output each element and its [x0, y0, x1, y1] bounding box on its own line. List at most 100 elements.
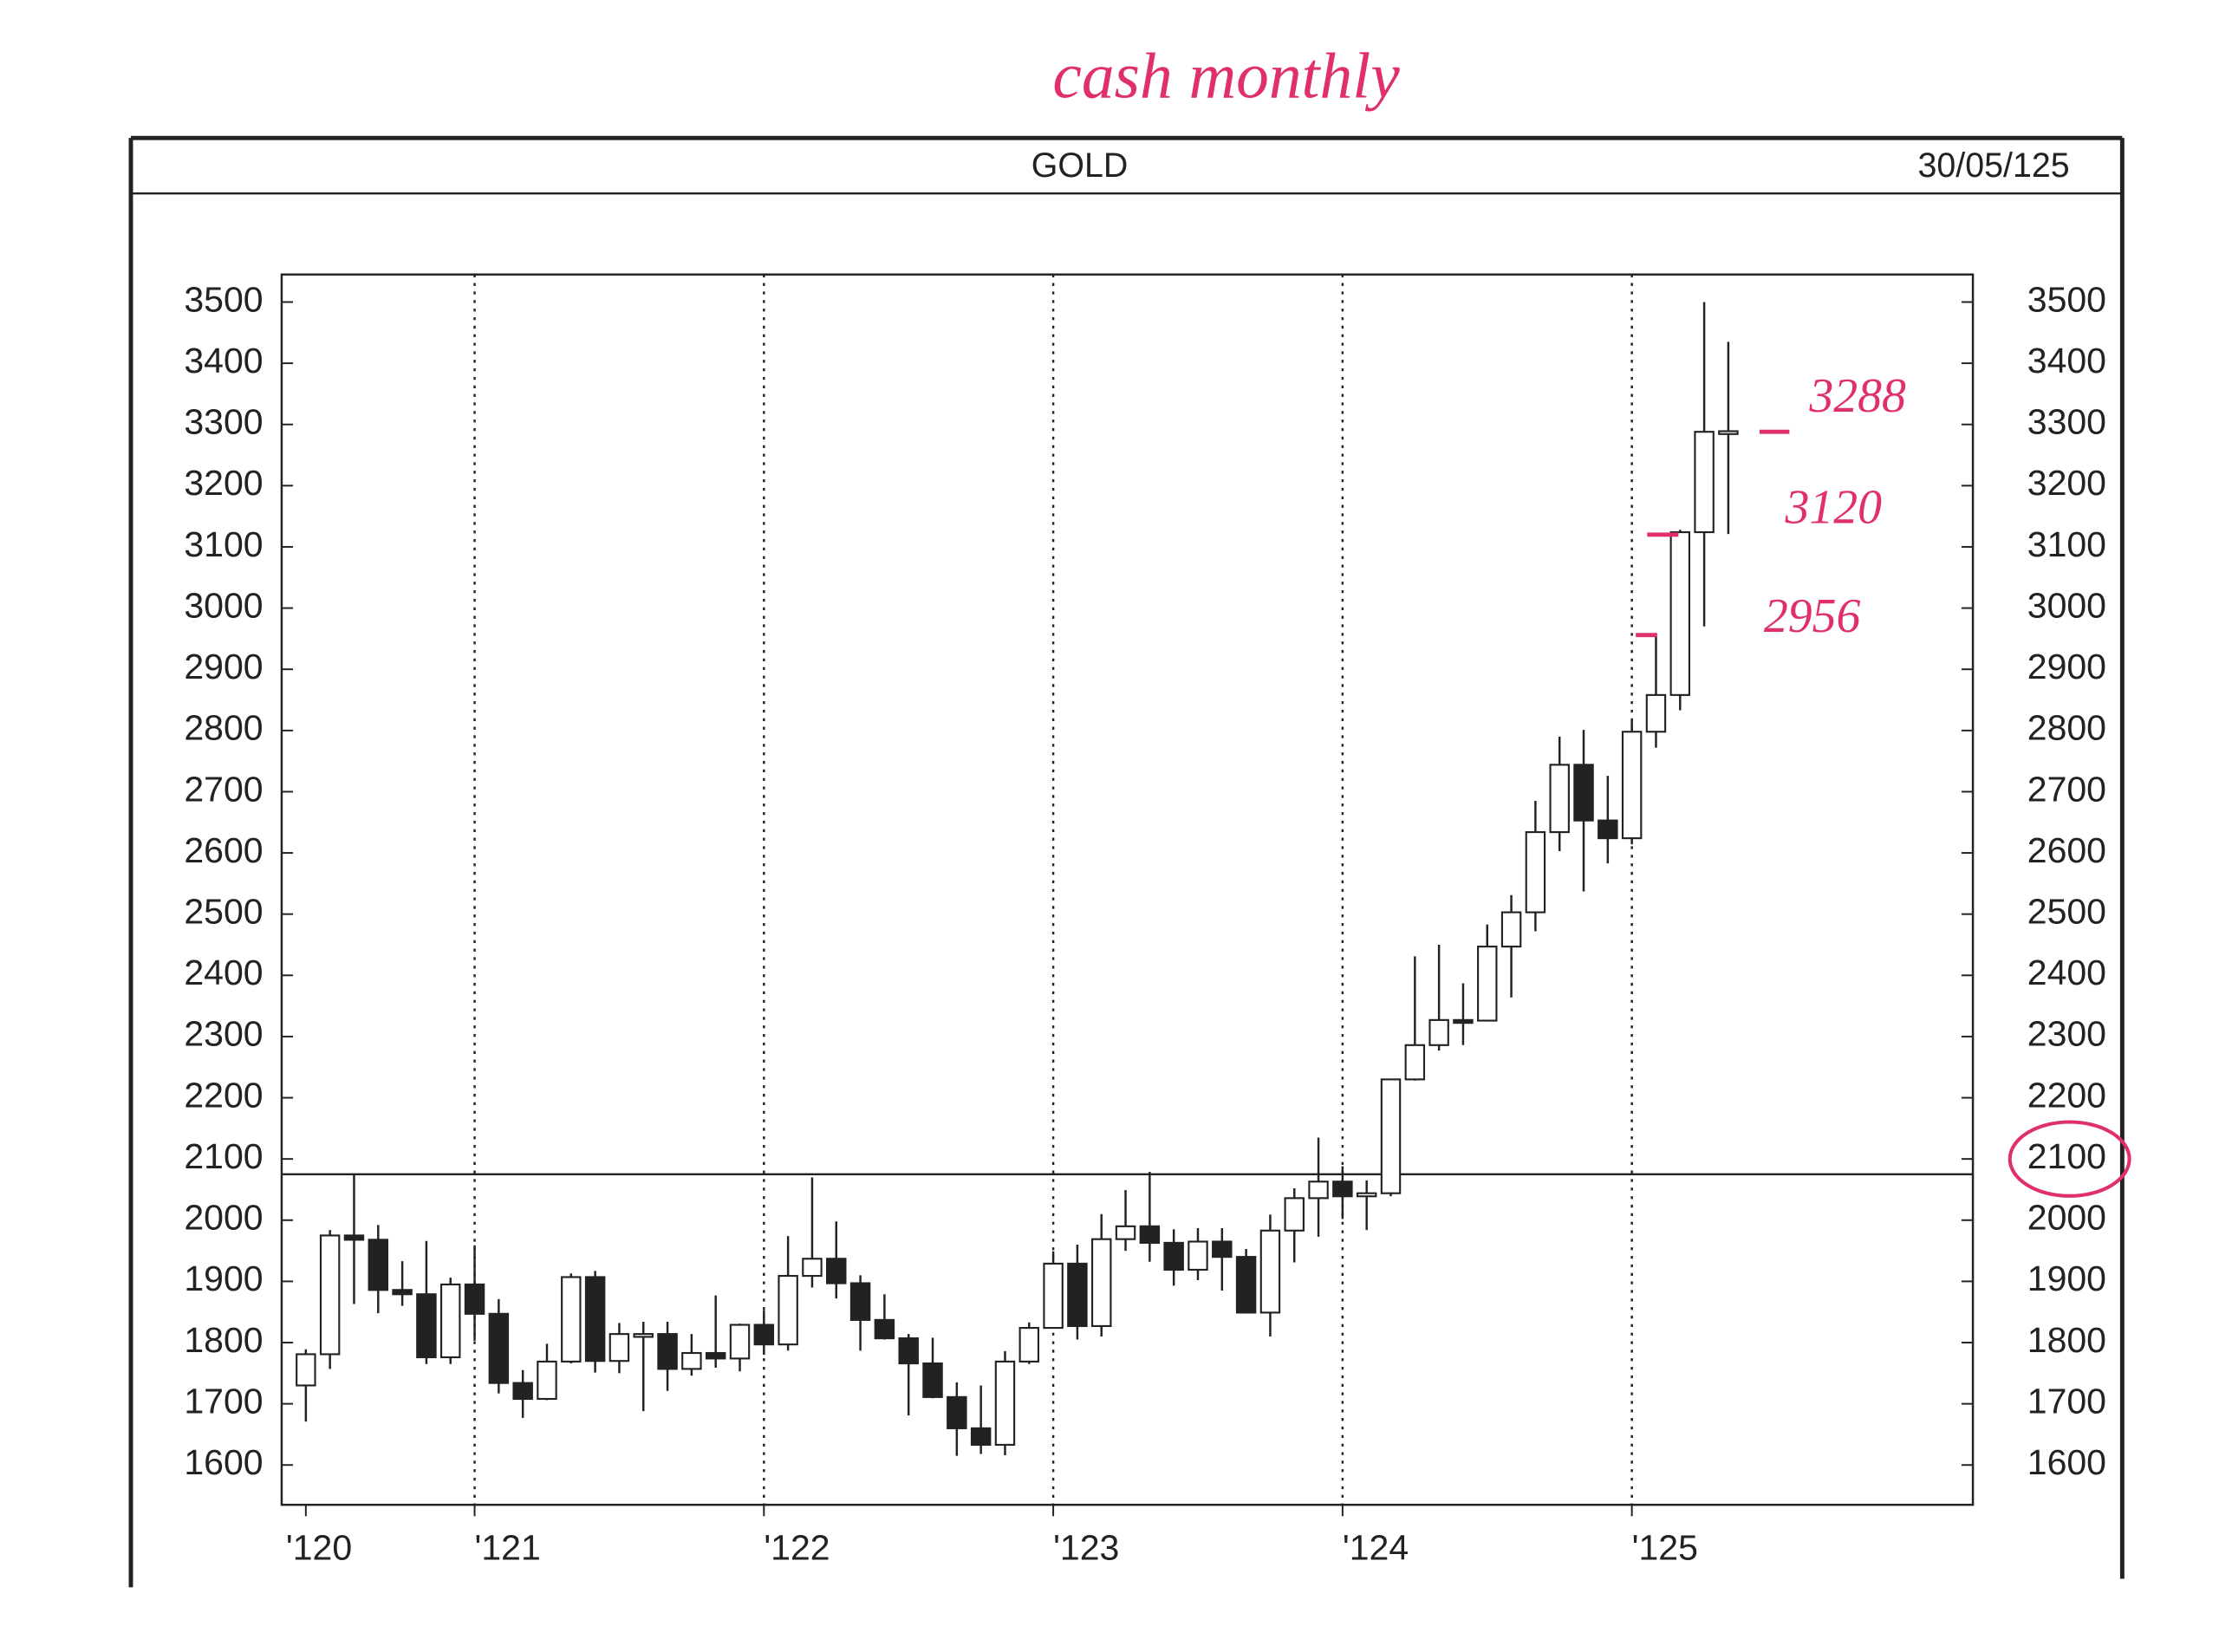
candle-body: [392, 1289, 413, 1296]
candle-body: [1332, 1180, 1353, 1198]
candle-body: [561, 1276, 582, 1363]
y2-tick-label: 1600: [2027, 1442, 2106, 1482]
y2-tick-label: 2000: [2027, 1198, 2106, 1238]
candle-body: [1669, 530, 1691, 696]
candle-body: [1404, 1044, 1426, 1081]
chart-date: 30/05/125: [1917, 146, 2069, 185]
y-tick-label: 2700: [184, 769, 263, 809]
candle-body: [1308, 1180, 1329, 1200]
candle-body: [947, 1395, 967, 1429]
y-tick-label: 2900: [184, 647, 263, 686]
y2-tick-label: 2200: [2027, 1075, 2106, 1115]
candle-body: [1453, 1018, 1474, 1024]
candle-body: [584, 1276, 606, 1363]
handwritten-title: cash monthly: [1052, 41, 1400, 113]
candle-body: [1718, 430, 1739, 435]
y-tick-label: 3300: [184, 402, 263, 442]
candle-body: [1139, 1225, 1161, 1244]
x-tick-label: '121: [475, 1527, 541, 1567]
candle-body: [1694, 431, 1715, 534]
chart-title: GOLD: [1031, 146, 1129, 185]
candle-body: [1090, 1238, 1112, 1328]
candle-body: [368, 1239, 389, 1291]
y-tick-label: 3100: [184, 524, 263, 564]
price-annotation: 3120: [1784, 480, 1882, 534]
candle-body: [512, 1382, 533, 1401]
y-tick-label: 2500: [184, 892, 263, 932]
candle-body: [1356, 1192, 1377, 1198]
candle-body: [994, 1360, 1016, 1447]
candle-body: [1428, 1018, 1449, 1046]
candle-body: [874, 1318, 895, 1340]
candle-body: [1549, 764, 1570, 834]
y2-tick-label: 2800: [2027, 708, 2106, 748]
candle-body: [633, 1333, 654, 1338]
x-tick-label: '125: [1632, 1527, 1698, 1567]
y-tick-label: 2600: [184, 830, 263, 870]
y2-tick-label: 2300: [2027, 1014, 2106, 1054]
y-tick-label: 3500: [184, 279, 263, 319]
candle-body: [898, 1337, 919, 1365]
candle-body: [802, 1258, 823, 1278]
candle-body: [826, 1258, 847, 1285]
y-tick-label: 1900: [184, 1259, 263, 1298]
candle-body: [1188, 1240, 1208, 1272]
candle-body: [681, 1351, 702, 1370]
candle-body: [1212, 1240, 1233, 1259]
y2-tick-label: 3400: [2027, 341, 2106, 380]
candle-body: [1621, 731, 1643, 840]
candle-body: [296, 1353, 316, 1387]
candle-body: [1259, 1229, 1281, 1314]
y-tick-label: 2800: [184, 708, 263, 748]
candle-body: [1284, 1197, 1305, 1232]
y2-tick-label: 3500: [2027, 279, 2106, 319]
y-tick-label: 3200: [184, 463, 263, 503]
y2-tick-label: 3200: [2027, 463, 2106, 503]
candle-body: [343, 1234, 365, 1241]
candle-body: [1645, 693, 1667, 733]
candle-body: [440, 1283, 461, 1359]
price-annotation: 3288: [1808, 369, 1906, 423]
y2-tick-label: 3300: [2027, 402, 2106, 442]
candle-body: [922, 1362, 943, 1398]
y2-tick-label: 1700: [2027, 1381, 2106, 1421]
candle-body: [1115, 1225, 1136, 1240]
y2-tick-label: 2400: [2027, 953, 2106, 992]
candle-body: [778, 1274, 798, 1346]
candle-body: [1500, 911, 1522, 948]
candle-body: [657, 1333, 678, 1370]
y-tick-label: 2200: [184, 1075, 263, 1115]
candle-body: [753, 1324, 775, 1346]
y-tick-label: 2400: [184, 953, 263, 992]
x-tick-label: '120: [286, 1527, 352, 1567]
y-tick-label: 3400: [184, 341, 263, 380]
candle-body: [705, 1351, 726, 1360]
candle-body: [1380, 1078, 1402, 1194]
y-tick-label: 3000: [184, 585, 263, 625]
candle-body: [1598, 819, 1618, 840]
candle-body: [608, 1333, 630, 1363]
x-tick-label: '124: [1343, 1527, 1409, 1567]
tick-highlight: [2008, 1120, 2131, 1198]
y2-tick-label: 2100: [2027, 1136, 2106, 1176]
y-tick-label: 2000: [184, 1198, 263, 1238]
y-tick-label: 2300: [184, 1014, 263, 1054]
candle-body: [1477, 946, 1498, 1022]
y-tick-label: 2100: [184, 1136, 263, 1176]
candle-body: [1163, 1241, 1184, 1272]
candle-body: [319, 1234, 341, 1356]
y2-tick-label: 1900: [2027, 1259, 2106, 1298]
candle-body: [970, 1427, 992, 1447]
y-tick-label: 1800: [184, 1320, 263, 1360]
x-tick-label: '123: [1053, 1527, 1119, 1567]
candle-body: [488, 1312, 510, 1384]
y-tick-label: 1700: [184, 1381, 263, 1421]
y2-tick-label: 2600: [2027, 830, 2106, 870]
y2-tick-label: 2700: [2027, 769, 2106, 809]
candle-body: [1067, 1262, 1088, 1328]
candle-body: [849, 1282, 871, 1321]
candle-body: [729, 1324, 751, 1360]
price-annotation: 2956: [1764, 589, 1861, 643]
